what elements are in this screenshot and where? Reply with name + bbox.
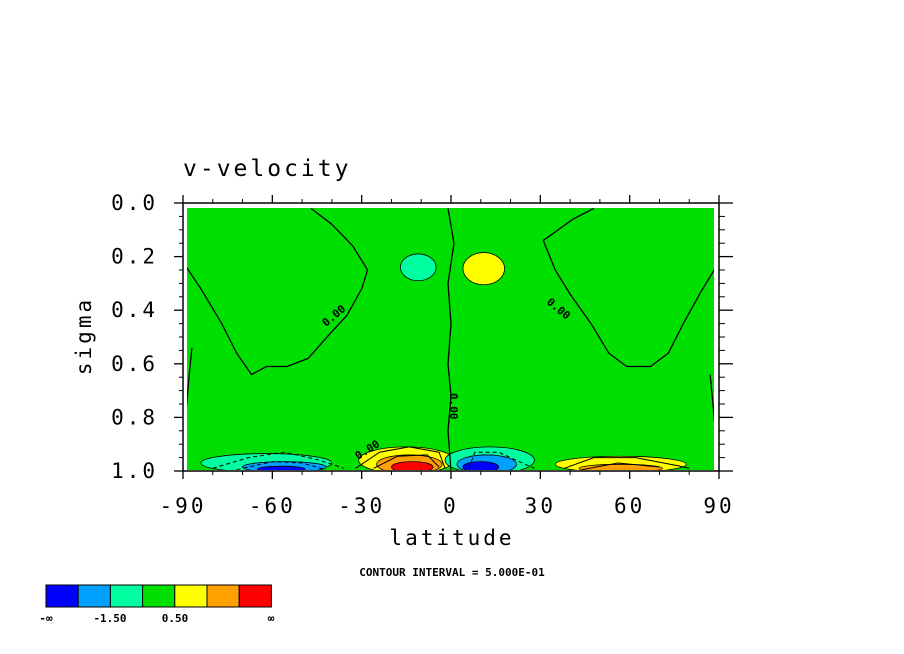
zero-contour-2: [447, 208, 455, 470]
colorbar-swatches: [45, 584, 272, 608]
y-tick-label-3: 0.6: [111, 352, 158, 376]
negative-contour-1: [236, 461, 327, 470]
colorbar-swatch-6: [238, 584, 272, 608]
colorbar-swatch-1: [77, 584, 111, 608]
colorbar-label-0-50: 0.50: [162, 612, 189, 625]
y-axis-label: sigma: [72, 297, 96, 375]
axis-ticks: [174, 195, 733, 479]
colorbar-swatch-0: [45, 584, 79, 608]
x-axis-label: latitude: [389, 526, 514, 550]
contour-label-center: 0.00: [447, 393, 460, 420]
x-tick-label-2: -30: [338, 494, 385, 518]
x-tick-label-6: 90: [703, 494, 734, 518]
field-blob-11: [399, 253, 437, 282]
colorbar-swatch-5: [206, 584, 240, 608]
contour-lines: [187, 208, 714, 470]
y-tick-label-2: 0.4: [111, 298, 158, 322]
x-tick-label-4: 30: [525, 494, 556, 518]
x-tick-label-0: -90: [160, 494, 207, 518]
positive-contour-0: [355, 446, 446, 469]
field-blob-2: [257, 465, 306, 470]
x-tick-labels: -90 -60 -30 0 30 60 90: [160, 494, 734, 518]
positive-contour-3: [581, 462, 660, 470]
plot-area: [187, 208, 714, 470]
colorbar: -∞ -1.50 0.50 ∞: [39, 584, 275, 625]
x-tick-label-5: 60: [614, 494, 645, 518]
x-tick-label-3: 0: [443, 494, 459, 518]
zero-contour-1: [542, 208, 714, 368]
colorbar-label-neg-1-50: -1.50: [93, 612, 126, 625]
y-tick-labels: 0.0 0.2 0.4 0.6 0.8 1.0: [111, 191, 158, 483]
chart-title: v-velocity: [183, 156, 351, 182]
zero-contour-0: [187, 208, 369, 376]
zero-contour-3: [187, 347, 193, 408]
positive-contour-2: [564, 457, 690, 469]
colorbar-label-neg-inf: -∞: [39, 612, 53, 625]
negative-contour-2: [468, 451, 535, 469]
y-tick-label-5: 1.0: [111, 459, 158, 483]
colorbar-swatch-4: [174, 584, 208, 608]
negative-contour-0: [212, 451, 344, 469]
x-tick-label-1: -60: [249, 494, 296, 518]
colorbar-swatch-2: [109, 584, 144, 608]
field-blob-5: [391, 461, 434, 470]
field-blob-12: [462, 252, 505, 286]
field-blobs: [200, 252, 687, 470]
y-tick-label-1: 0.2: [111, 245, 158, 269]
y-tick-label-4: 0.8: [111, 405, 158, 429]
field-blob-8: [462, 461, 500, 470]
positive-contour-1: [373, 454, 440, 469]
y-tick-label-0: 0.0: [111, 191, 158, 215]
colorbar-label-pos-inf: ∞: [268, 612, 275, 625]
zero-contour-4: [709, 374, 714, 424]
contour-interval-note: CONTOUR INTERVAL = 5.000E-01: [359, 566, 545, 579]
colorbar-swatch-3: [142, 584, 176, 608]
